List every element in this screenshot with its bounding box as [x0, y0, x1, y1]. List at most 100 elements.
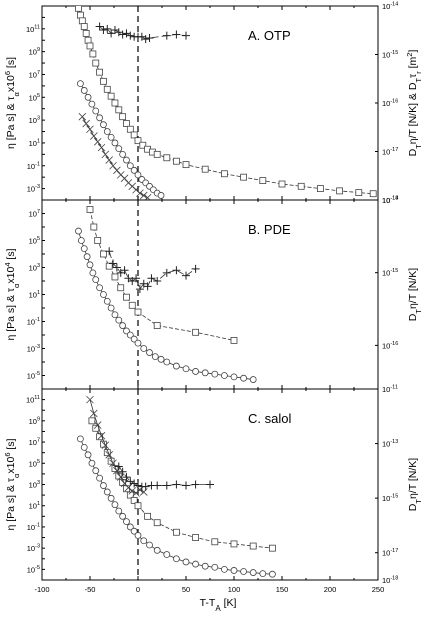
left-axis-label: η [Pa s] & ταx106 [s]: [3, 438, 21, 530]
square-marker: [115, 106, 123, 114]
square-marker: [139, 141, 147, 149]
x-marker: [86, 125, 94, 134]
square-marker: [130, 497, 138, 504]
x-marker: [120, 174, 129, 183]
square-marker: [134, 308, 142, 316]
square-marker: [123, 485, 130, 493]
right-tick-label: 10-13: [382, 439, 398, 449]
circle-marker: [123, 327, 130, 335]
circle-marker: [119, 150, 127, 158]
circle-marker: [96, 474, 103, 482]
square-marker: [80, 23, 88, 30]
plus-marker: [162, 481, 171, 490]
x-tick-label: 150: [276, 585, 289, 594]
square-marker: [134, 502, 142, 510]
x-marker: [97, 143, 106, 152]
plus-marker: [118, 30, 127, 39]
left-tick-label: 10-5: [27, 565, 40, 575]
square-marker: [117, 284, 125, 292]
plus-marker: [172, 480, 181, 489]
left-tick-label: 103: [29, 116, 40, 126]
right-tick-label: 10-11: [382, 385, 398, 395]
left-tick-label: 10-1: [27, 161, 40, 171]
circle-marker: [107, 133, 115, 141]
plus-marker: [107, 29, 116, 38]
circle-marker: [88, 459, 96, 467]
left-tick-label: 10-3: [27, 344, 40, 354]
square-marker: [182, 161, 190, 169]
panel-title: A. OTP: [248, 28, 291, 43]
square-marker: [92, 59, 100, 67]
circle-marker: [119, 512, 127, 520]
x-tick-label: 0: [136, 585, 140, 594]
x-tick-labels: -100 -50 0 50 100 150 200 250: [34, 585, 384, 594]
right-tick-label: 10-18: [382, 576, 398, 586]
circle-marker: [80, 245, 88, 253]
square-marker: [144, 512, 152, 520]
circle-marker: [107, 494, 115, 502]
square-marker: [103, 85, 111, 93]
square-marker: [86, 206, 94, 213]
circle-marker: [172, 362, 180, 370]
square-marker: [100, 77, 107, 85]
x-marker: [109, 459, 117, 468]
right-tick-label: 10-14: [382, 196, 398, 206]
plus-marker: [122, 473, 131, 482]
circle-marker: [77, 80, 84, 87]
plus-marker: [95, 22, 104, 31]
plus-marker: [153, 277, 162, 285]
square-marker: [278, 180, 286, 188]
circle-marker: [115, 507, 123, 515]
circle-marker: [163, 358, 171, 366]
square-marker: [84, 36, 92, 44]
circle-marker: [182, 365, 190, 373]
x-tick-label: 200: [324, 585, 337, 594]
right-tick-label: 10-14: [382, 2, 398, 12]
circle-marker: [230, 373, 238, 381]
x-marker: [124, 483, 133, 492]
circle-marker: [103, 128, 111, 135]
left-tick-label: 1011: [26, 395, 40, 405]
x-marker: [136, 189, 144, 197]
circle-marker: [92, 467, 100, 475]
circle-marker: [84, 451, 92, 459]
plus-marker: [145, 33, 154, 42]
x-marker: [105, 451, 113, 459]
x-marker: [132, 489, 140, 497]
circle-marker: [123, 156, 130, 164]
circle-marker: [83, 253, 91, 261]
square-marker: [153, 150, 161, 158]
left-tick-label: 10-1: [27, 522, 40, 532]
plus-marker: [182, 31, 190, 40]
left-tick-label: 10-3: [27, 544, 40, 554]
left-tick-label: 109: [29, 416, 40, 426]
square-marker: [153, 322, 161, 329]
square-marker: [82, 29, 90, 37]
square-marker: [369, 190, 377, 198]
square-marker: [89, 50, 97, 58]
plus-marker: [126, 31, 135, 40]
right-tick-label: 10-15: [382, 268, 398, 278]
circle-marker: [115, 145, 123, 153]
circle-marker: [126, 331, 134, 339]
plus-marker: [122, 29, 131, 38]
square-marker: [90, 223, 98, 231]
square-marker: [130, 131, 138, 139]
square-marker: [105, 262, 113, 270]
left-tick-label: 107: [29, 209, 40, 219]
circle-marker: [240, 568, 248, 575]
circle-marker: [75, 227, 82, 235]
plus-marker: [206, 480, 214, 489]
circle-marker: [89, 269, 97, 277]
plus-marker: [99, 25, 108, 34]
circle-marker: [249, 569, 257, 576]
left-tick-label: 101: [29, 290, 40, 300]
square-marker: [355, 189, 363, 196]
circle-marker: [230, 567, 238, 574]
square-marker: [86, 42, 94, 50]
left-tick-label: 105: [29, 236, 40, 246]
circle-marker: [151, 353, 159, 361]
circle-marker: [100, 291, 107, 298]
square-marker: [107, 92, 115, 100]
circle-marker: [259, 570, 267, 578]
